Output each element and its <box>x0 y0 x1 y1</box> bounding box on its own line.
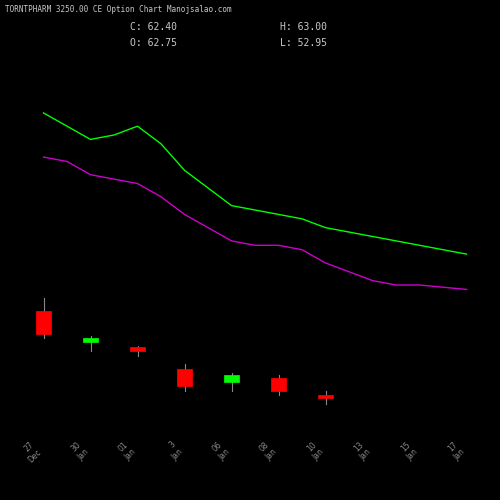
Text: TORNTPHARM 3250.00 CE Option Chart Manojsalao.com: TORNTPHARM 3250.00 CE Option Chart Manoj… <box>5 5 232 14</box>
Bar <box>224 376 238 382</box>
Bar <box>178 369 192 386</box>
Bar <box>130 347 144 351</box>
Text: C: 62.40: C: 62.40 <box>130 22 177 32</box>
Bar <box>318 396 332 398</box>
Text: H: 63.00: H: 63.00 <box>280 22 327 32</box>
Bar <box>84 338 98 342</box>
Text: L: 52.95: L: 52.95 <box>280 38 327 48</box>
Bar <box>36 312 51 334</box>
Text: O: 62.75: O: 62.75 <box>130 38 177 48</box>
Bar <box>272 378 285 391</box>
